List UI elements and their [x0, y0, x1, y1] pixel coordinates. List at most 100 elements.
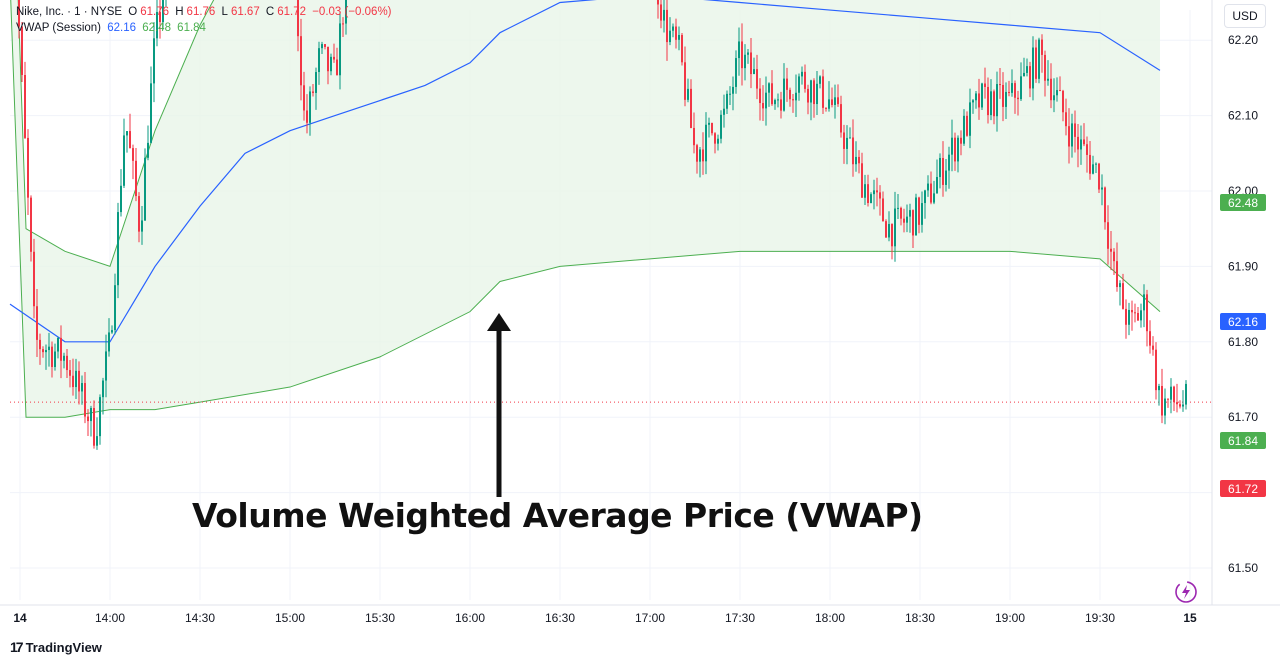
candle-body	[1023, 72, 1025, 77]
candle-body	[843, 132, 845, 149]
candle-body	[684, 62, 686, 100]
go-to-realtime-icon[interactable]	[1174, 580, 1198, 604]
candle-body	[315, 72, 317, 93]
x-tick-label: 14:00	[95, 611, 125, 625]
candle-body	[339, 23, 341, 76]
time-axis[interactable]: 14 14:00 14:30 15:00 15:30 16:00 16:30 17:00 17:…	[13, 611, 1197, 625]
last-price-tag: 61.72	[1220, 480, 1266, 497]
candle-body	[303, 85, 305, 111]
vwap-legend: VWAP (Session) 62.16 62.48 61.84	[16, 22, 209, 34]
candle-body	[1182, 404, 1184, 407]
candle-body	[810, 80, 812, 103]
candle-body	[726, 93, 728, 109]
candle-body	[333, 56, 335, 60]
candle-body	[39, 339, 41, 350]
candle-body	[702, 149, 704, 162]
candle-body	[660, 4, 662, 21]
candle-body	[48, 346, 50, 351]
candle-body	[1179, 404, 1181, 407]
candle-body	[900, 207, 902, 219]
vwap-label[interactable]: VWAP (Session)	[16, 22, 101, 34]
candle-body	[69, 370, 71, 376]
candle-body	[156, 12, 158, 39]
candle-body	[1041, 39, 1043, 55]
candle-body	[144, 157, 146, 221]
candle-body	[1167, 398, 1169, 400]
candle-body	[963, 115, 965, 144]
x-tick-label: 14	[13, 611, 27, 625]
symbol-label[interactable]: Nike, Inc. · 1 · NYSE	[16, 6, 123, 18]
candle-body	[1050, 78, 1052, 101]
candle-body	[36, 306, 38, 340]
vwap-price-tag: 62.16	[1220, 313, 1266, 330]
candle-body	[33, 251, 35, 307]
close-label: C	[265, 6, 275, 18]
candle-body	[78, 370, 80, 392]
candle-body	[321, 44, 323, 49]
candle-body	[990, 91, 992, 116]
candle-body	[1128, 309, 1130, 325]
y-tick-label: 62.10	[1228, 109, 1258, 123]
candle-body	[834, 97, 836, 105]
candle-body	[132, 148, 134, 161]
candle-body	[780, 99, 782, 111]
candle-body	[63, 355, 65, 361]
candle-body	[960, 137, 962, 144]
candle-body	[918, 197, 920, 225]
ohlc-legend: Nike, Inc. · 1 · NYSE O 61.76 H 61.76 L 61.…	[16, 6, 395, 18]
candle-body	[1092, 164, 1094, 174]
candle-body	[105, 351, 107, 381]
x-tick-label: 15:00	[275, 611, 305, 625]
candle-body	[1047, 78, 1049, 81]
tradingview-branding[interactable]: 17 TradingView	[10, 639, 102, 655]
candle-body	[765, 92, 767, 109]
candle-body	[297, 0, 299, 37]
candle-body	[672, 26, 674, 31]
candle-body	[1032, 47, 1034, 89]
candle-body	[30, 197, 32, 252]
vwap-band-fill	[10, 0, 1160, 418]
candle-body	[954, 137, 956, 162]
candle-body	[309, 91, 311, 123]
candle-body	[1002, 84, 1004, 107]
candle-body	[915, 197, 917, 236]
candle-body	[681, 34, 683, 63]
candle-body	[951, 137, 953, 155]
candle-body	[876, 190, 878, 193]
candle-body	[312, 91, 314, 93]
candle-body	[1098, 163, 1100, 190]
currency-button[interactable]: USD	[1224, 4, 1266, 28]
candle-body	[972, 100, 974, 103]
candle-body	[849, 137, 851, 139]
candle-body	[1062, 90, 1064, 113]
candle-body	[756, 69, 758, 89]
candle-body	[807, 88, 809, 103]
band-fill-area	[10, 0, 1160, 418]
candle-body	[126, 131, 128, 136]
candle-body	[150, 83, 152, 143]
candle-body	[300, 36, 302, 86]
candle-body	[147, 142, 149, 158]
candle-body	[999, 84, 1001, 86]
x-tick-label: 19:00	[995, 611, 1025, 625]
candle-body	[1173, 386, 1175, 403]
candle-body	[1122, 283, 1124, 309]
candle-body	[75, 370, 77, 388]
candle-body	[888, 224, 890, 238]
candle-body	[318, 48, 320, 73]
candle-body	[846, 137, 848, 149]
candle-body	[945, 170, 947, 185]
candle-body	[750, 52, 752, 75]
candle-body	[90, 407, 92, 422]
candle-body	[777, 99, 779, 101]
candle-body	[768, 83, 770, 93]
candle-body	[663, 9, 665, 21]
candle-body	[42, 349, 44, 353]
candle-body	[123, 135, 125, 186]
candle-body	[159, 12, 161, 23]
candle-body	[1077, 136, 1079, 150]
open-label: O	[128, 6, 138, 18]
candle-body	[912, 210, 914, 236]
candle-body	[735, 58, 737, 87]
